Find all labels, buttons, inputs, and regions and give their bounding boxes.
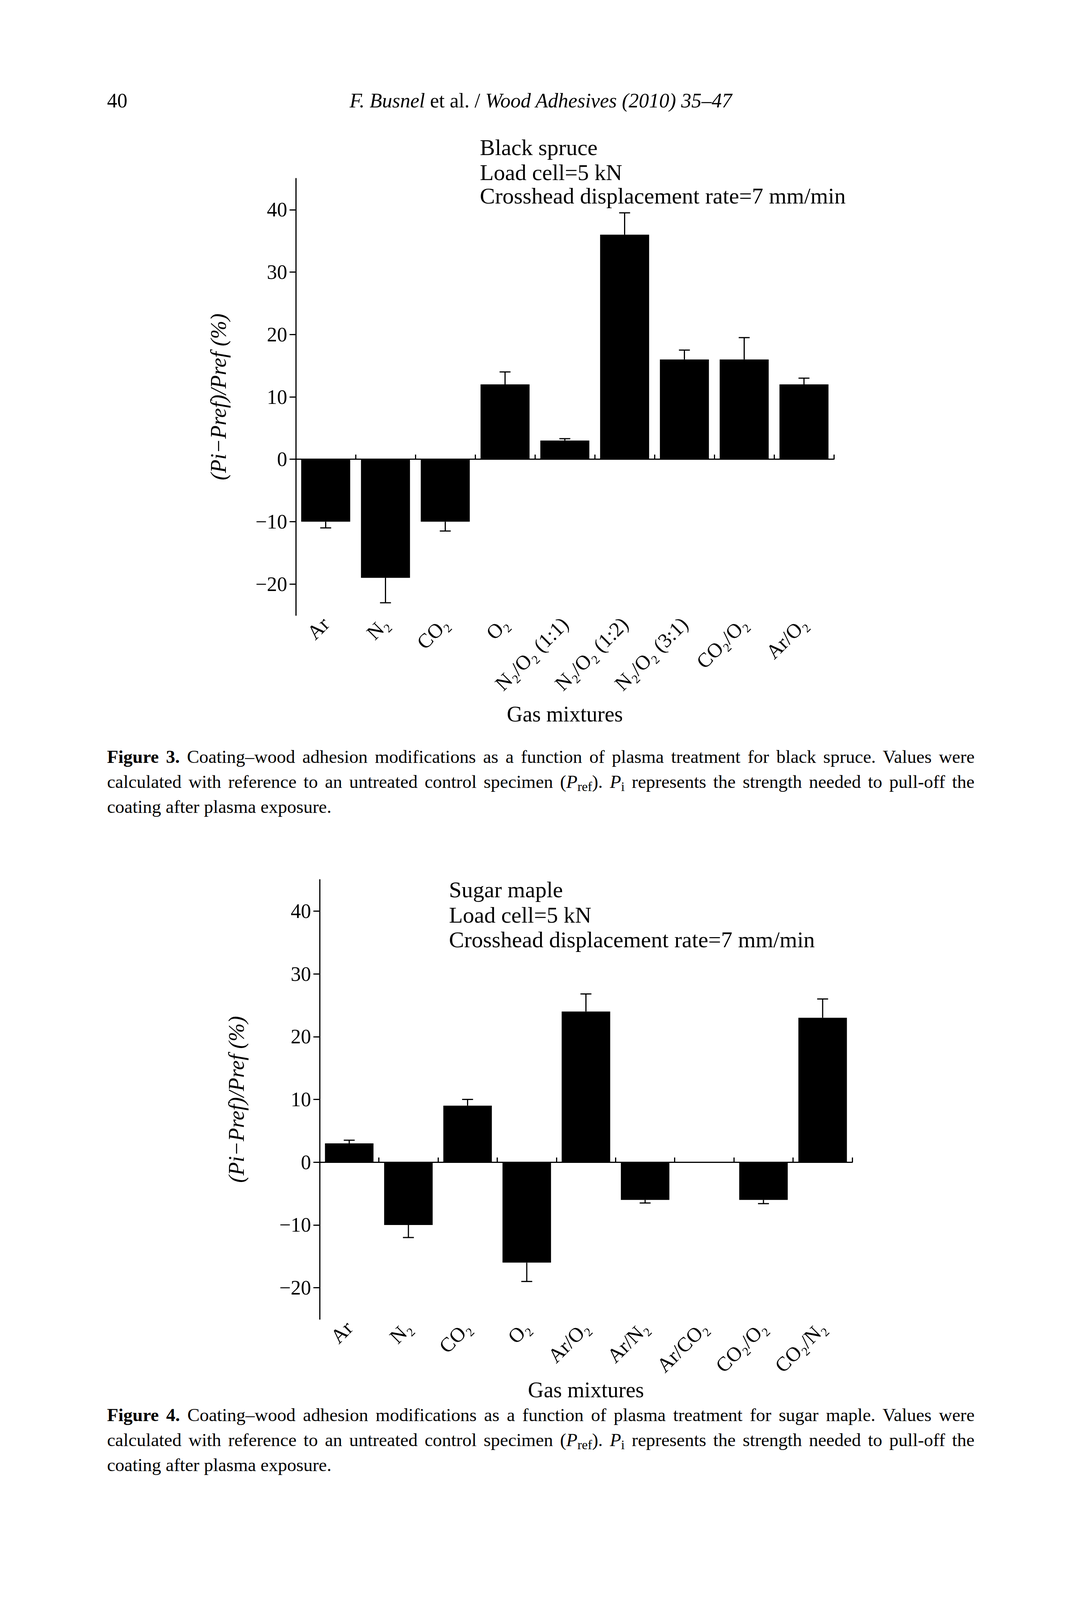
html-text:Figure 3. Coating–wood adhesio: Figure 3. Coating–wood adhesion modifica…: [107, 746, 975, 818]
svg-text:Gas mixtures: Gas mixtures: [506, 702, 623, 727]
html-text:F. Busnel et al. / Wood Adhesi: F. Busnel et al. / Wood Adhesives (2010)…: [349, 89, 732, 112]
svg-text:CO₂/O₂: CO₂/O₂: [692, 613, 753, 674]
svg-text:N₂/O₂ (1:1): N₂/O₂ (1:1): [490, 613, 573, 696]
svg-text:−20: −20: [255, 573, 288, 596]
svg-text:Ar: Ar: [326, 1317, 358, 1349]
svg-text:−10: −10: [255, 510, 288, 533]
svg-text:Load cell=5 kN: Load cell=5 kN: [448, 902, 592, 929]
svg-text:CO₂/O₂: CO₂/O₂: [711, 1317, 772, 1378]
svg-text:Crosshead displacement rate=7: Crosshead displacement rate=7 mm/min: [479, 183, 846, 209]
svg-text:20: 20: [290, 1025, 312, 1049]
svg-text:−20: −20: [279, 1276, 312, 1300]
svg-text:CO₂: CO₂: [434, 1317, 476, 1358]
svg-text:30: 30: [266, 261, 288, 284]
svg-text:0: 0: [277, 448, 288, 471]
svg-text:0: 0: [300, 1151, 312, 1174]
svg-text:Ar/O₂: Ar/O₂: [543, 1317, 594, 1368]
svg-text:30: 30: [290, 963, 312, 986]
svg-text:Ar/CO₂: Ar/CO₂: [652, 1317, 712, 1378]
svg-text:20: 20: [266, 323, 288, 346]
svg-text:40: 40: [290, 900, 312, 923]
svg-text:CO₂: CO₂: [412, 613, 453, 654]
svg-text:40: 40: [266, 198, 288, 221]
svg-text:Gas mixtures: Gas mixtures: [527, 1378, 644, 1403]
svg-text:N₂: N₂: [362, 613, 394, 645]
svg-text:Ar/N₂: Ar/N₂: [602, 1317, 653, 1368]
svg-text:N₂/O₂ (1:2): N₂/O₂ (1:2): [550, 613, 633, 696]
svg-text:Ar: Ar: [302, 613, 334, 644]
svg-text:10: 10: [290, 1088, 312, 1111]
svg-text:Load cell=5 kN: Load cell=5 kN: [479, 159, 623, 186]
svg-text:Crosshead displacement rate=7: Crosshead displacement rate=7 mm/min: [448, 927, 815, 953]
svg-text:−10: −10: [279, 1214, 312, 1237]
svg-text:N₂: N₂: [385, 1317, 417, 1349]
svg-text:O₂: O₂: [503, 1317, 535, 1349]
svg-text:(Pi−Pref)/Pref (%): (Pi−Pref)/Pref (%): [206, 313, 231, 481]
svg-text:Sugar maple: Sugar maple: [448, 877, 564, 903]
html-text:Figure 4. Coating–wood adhesio: Figure 4. Coating–wood adhesion modifica…: [107, 1405, 975, 1476]
svg-text:10: 10: [266, 386, 288, 409]
svg-text:Black spruce: Black spruce: [479, 134, 598, 161]
svg-text:N₂/O₂ (3:1): N₂/O₂ (3:1): [610, 613, 693, 696]
svg-text:(Pi−Pref)/Pref (%): (Pi−Pref)/Pref (%): [224, 1016, 249, 1184]
html-text:40: 40: [107, 89, 128, 112]
svg-text:Ar/O₂: Ar/O₂: [761, 613, 812, 664]
svg-text:CO₂/N₂: CO₂/N₂: [770, 1317, 831, 1378]
svg-text:O₂: O₂: [481, 613, 514, 645]
